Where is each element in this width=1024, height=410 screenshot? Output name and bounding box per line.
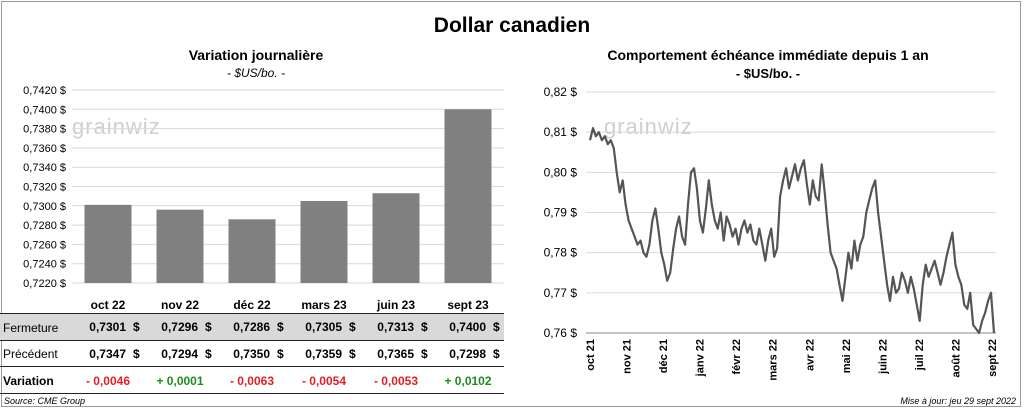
line-x-tick-label: sept 22 xyxy=(987,339,999,377)
table-row-variation: Variation xyxy=(0,367,504,394)
watermark-logo-right: grainwiz xyxy=(604,114,693,139)
right-chart-unit: - $US/bo. - xyxy=(735,66,801,81)
line-y-tick-label: 0,82 $ xyxy=(544,85,578,99)
line-x-tick-label: nov 21 xyxy=(622,339,634,374)
table-cell-value: 0,7298 xyxy=(449,347,486,361)
row-label-variation: Variation xyxy=(3,374,54,388)
table-cell-value: 0,7347 xyxy=(89,347,126,361)
table-cell-currency: $ xyxy=(277,347,284,361)
bar-category-label: déc 22 xyxy=(233,298,271,312)
table-cell-variation: - 0,0063 xyxy=(229,374,275,388)
table-cell-variation: + 0,0001 xyxy=(156,374,204,388)
bar-category-label: nov 22 xyxy=(161,298,199,312)
table-cell-value: 0,7305 xyxy=(305,320,342,334)
left-chart-unit: - $US/bo. - xyxy=(226,66,286,80)
line-y-tick-label: 0,80 $ xyxy=(544,165,578,179)
line-x-tick-label: janv 22 xyxy=(695,339,707,377)
page-title: Dollar canadien xyxy=(433,14,591,37)
update-note: Mise à jour: jeu 29 sept 2022 xyxy=(900,396,1016,406)
line-x-tick-label: avr 22 xyxy=(804,339,816,371)
row-label-fermeture: Fermeture xyxy=(3,321,59,335)
watermark-logo-left: grainwiz xyxy=(72,114,161,139)
bar xyxy=(444,109,492,283)
table-cell-value: 0,7286 xyxy=(233,320,270,334)
bar-category-label: oct 22 xyxy=(91,298,126,312)
table-cell-value: 0,7350 xyxy=(233,347,270,361)
bar xyxy=(84,204,132,283)
table-cell-currency: $ xyxy=(493,320,500,334)
table-cell-variation: + 0,0102 xyxy=(444,374,492,388)
table-cell-value: 0,7301 xyxy=(89,320,126,334)
bar-y-tick-label: 0,7260 $ xyxy=(23,239,66,251)
price-series-line xyxy=(588,127,996,335)
table-cell-currency: $ xyxy=(349,347,356,361)
table-cell-currency: $ xyxy=(349,320,356,334)
table-cell-currency: $ xyxy=(205,320,212,334)
bar-y-tick-label: 0,7320 $ xyxy=(23,182,66,194)
bar xyxy=(300,200,348,283)
line-x-tick-label: févr 22 xyxy=(731,339,743,374)
table-cell-value: 0,7365 xyxy=(377,347,414,361)
line-x-tick-label: juin 22 xyxy=(877,339,889,375)
table-cell-value: 0,7359 xyxy=(305,347,342,361)
source-note: Source: CME Group xyxy=(4,396,86,406)
bar-y-tick-label: 0,7380 $ xyxy=(23,124,66,136)
bar-y-tick-label: 0,7360 $ xyxy=(23,143,66,155)
bar-y-tick-label: 0,7240 $ xyxy=(23,259,66,271)
table-cell-value: 0,7313 xyxy=(377,320,414,334)
line-x-tick-label: mai 22 xyxy=(841,339,853,373)
line-x-tick-label: oct 21 xyxy=(585,339,597,371)
bar-y-tick-label: 0,7400 $ xyxy=(23,104,66,116)
table-cell-value: 0,7294 xyxy=(161,347,198,361)
bar-y-tick-label: 0,7340 $ xyxy=(23,162,66,174)
line-y-tick-label: 0,77 $ xyxy=(544,286,578,300)
bar xyxy=(156,209,204,283)
table-cell-currency: $ xyxy=(493,347,500,361)
table-cell-value: 0,7400 xyxy=(449,320,486,334)
bar-category-label: mars 23 xyxy=(301,298,347,312)
right-chart-title: Comportement échéance immédiate depuis 1… xyxy=(607,47,929,63)
bar-y-tick-label: 0,7420 $ xyxy=(23,85,66,97)
table-cell-currency: $ xyxy=(277,320,284,334)
table-cell-variation: - 0,0053 xyxy=(373,374,419,388)
line-x-tick-label: déc 21 xyxy=(658,339,670,373)
table-row-precedent: Précédent xyxy=(0,340,504,367)
table-cell-currency: $ xyxy=(205,347,212,361)
line-y-tick-label: 0,79 $ xyxy=(544,206,578,220)
line-y-tick-label: 0,78 $ xyxy=(544,246,578,260)
table-cell-value: 0,7296 xyxy=(161,320,198,334)
bar-y-tick-label: 0,7280 $ xyxy=(23,220,66,232)
table-cell-currency: $ xyxy=(133,320,140,334)
table-cell-variation: - 0,0054 xyxy=(301,374,347,388)
line-x-tick-label: août 22 xyxy=(950,339,962,378)
bar-y-tick-label: 0,7220 $ xyxy=(23,278,66,290)
bar-category-label: juin 23 xyxy=(376,298,415,312)
table-cell-currency: $ xyxy=(421,347,428,361)
line-x-tick-label: mars 22 xyxy=(768,339,780,381)
table-cell-variation: - 0,0046 xyxy=(85,374,131,388)
line-y-tick-label: 0,76 $ xyxy=(544,326,578,340)
bar-y-tick-label: 0,7300 $ xyxy=(23,201,66,213)
bar xyxy=(372,193,420,283)
bar xyxy=(228,219,276,283)
line-x-tick-label: juil 22 xyxy=(914,339,926,371)
line-y-tick-label: 0,81 $ xyxy=(544,125,578,139)
table-cell-currency: $ xyxy=(133,347,140,361)
bar-category-label: sept 23 xyxy=(447,298,489,312)
table-row-fermeture: Fermeture xyxy=(0,313,504,341)
left-chart-title: Variation journalière xyxy=(188,47,324,63)
row-label-precedent: Précédent xyxy=(3,347,58,361)
table-cell-currency: $ xyxy=(421,320,428,334)
